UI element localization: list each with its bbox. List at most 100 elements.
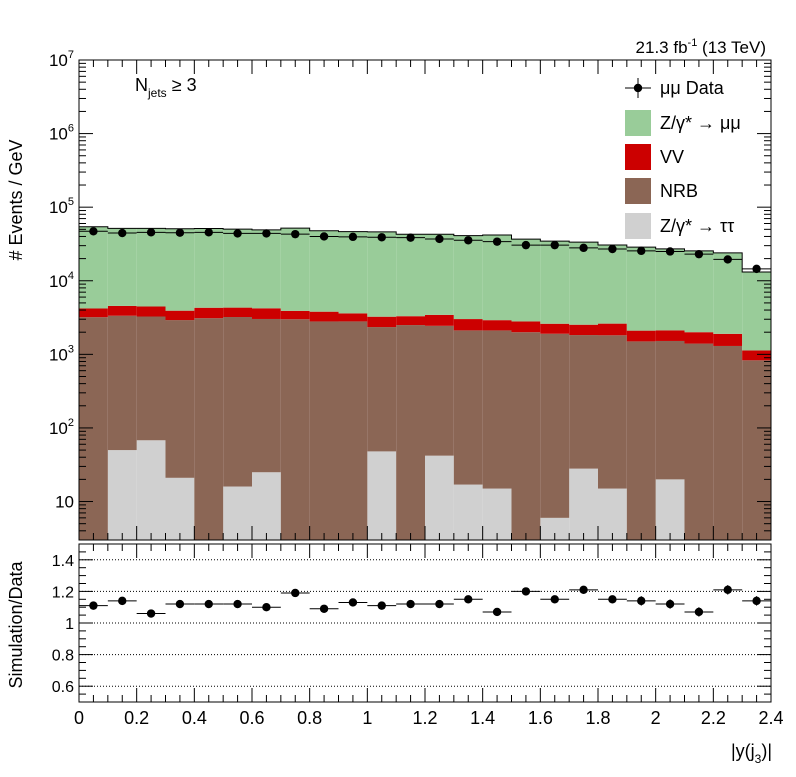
data-point-20 bbox=[665, 247, 675, 256]
ratio-point-18 bbox=[608, 595, 617, 604]
ratio-point-16 bbox=[550, 595, 559, 604]
bar-vv-bin-19 bbox=[626, 330, 656, 342]
bar-vv-bin-16 bbox=[540, 323, 570, 334]
x-tick-label-7: 1.4 bbox=[470, 708, 495, 728]
ratio-y-axis-title: Simulation/Data bbox=[6, 560, 26, 688]
bar-z--bin-4 bbox=[194, 228, 224, 308]
bar-vv-bin-13 bbox=[453, 319, 483, 331]
bar-vv-bin-18 bbox=[598, 323, 627, 336]
bar-z--bin-10 bbox=[367, 451, 397, 540]
bar-z--bin-15 bbox=[511, 239, 541, 322]
top-axis-ticks: 107 106 105 104 103 102 10 bbox=[49, 49, 772, 541]
ratio-y-tick-label-4: 1.4 bbox=[52, 553, 74, 570]
data-point-11 bbox=[406, 233, 415, 242]
bar-z--bin-13 bbox=[453, 235, 483, 320]
ratio-point-1 bbox=[118, 596, 127, 606]
data-point-14 bbox=[492, 237, 502, 246]
bar-nrb-bin-7 bbox=[280, 319, 310, 540]
legend-swatch-4 bbox=[625, 213, 651, 239]
bar-vv-bin-7 bbox=[280, 310, 310, 320]
ratio-panel: 0.6 0.8 1 1.2 1.4 0 0.2 0.4 0.6 0.8 1 1.2 1.4 1.6 1.8 2… bbox=[52, 543, 784, 728]
bar-nrb-bin-20 bbox=[655, 340, 685, 480]
bar-vv-bin-4 bbox=[194, 307, 224, 319]
data-point-13 bbox=[464, 236, 473, 245]
bar-z--bin-2 bbox=[136, 228, 166, 307]
y-tick-label-3: 104 bbox=[49, 270, 74, 291]
bar-z--bin-17 bbox=[569, 468, 598, 540]
bar-vv-bin-22 bbox=[713, 333, 743, 346]
bar-z--bin-7 bbox=[280, 228, 310, 311]
x-tick-label-10: 2 bbox=[651, 708, 661, 728]
data-point-15 bbox=[521, 240, 531, 250]
bar-z--bin-16 bbox=[540, 241, 570, 324]
bar-nrb-bin-3 bbox=[165, 320, 195, 478]
bar-z--bin-16 bbox=[540, 517, 570, 540]
bar-nrb-bin-15 bbox=[511, 332, 541, 540]
legend-label-2: VV bbox=[660, 147, 684, 167]
bar-nrb-bin-19 bbox=[626, 341, 656, 540]
bar-nrb-bin-17 bbox=[569, 335, 598, 469]
x-tick-label-4: 0.8 bbox=[297, 708, 322, 728]
data-point-6 bbox=[262, 229, 271, 238]
data-point-22 bbox=[723, 255, 732, 264]
bar-nrb-bin-1 bbox=[107, 315, 137, 451]
bar-z--bin-2 bbox=[136, 440, 166, 540]
x-tick-label-3: 0.6 bbox=[239, 708, 264, 728]
bar-z--bin-1 bbox=[107, 450, 137, 540]
ratio-point-10 bbox=[377, 601, 386, 610]
bar-z--bin-21 bbox=[684, 250, 714, 333]
y-tick-label-0: 107 bbox=[49, 49, 74, 70]
bar-z--bin-17 bbox=[569, 242, 598, 325]
ratio-gridlines bbox=[79, 559, 771, 687]
bar-nrb-bin-12 bbox=[425, 325, 454, 456]
ratio-point-2 bbox=[146, 609, 156, 618]
ratio-point-19 bbox=[637, 596, 646, 606]
ratio-point-20 bbox=[665, 599, 675, 609]
bar-vv-bin-8 bbox=[309, 311, 339, 322]
bar-vv-bin-21 bbox=[684, 332, 714, 344]
top-y-axis-title: # Events / GeV bbox=[6, 139, 26, 260]
mc-total-outline bbox=[79, 226, 771, 273]
bar-z--bin-6 bbox=[252, 229, 281, 309]
legend-label-3: NRB bbox=[660, 181, 698, 201]
bar-vv-bin-2 bbox=[136, 306, 166, 317]
ratio-point-14 bbox=[492, 607, 502, 617]
ratio-point-22 bbox=[723, 585, 732, 595]
legend-swatch-2 bbox=[625, 144, 651, 170]
bar-nrb-bin-4 bbox=[194, 318, 224, 540]
bar-nrb-bin-18 bbox=[598, 335, 627, 489]
bar-vv-bin-0 bbox=[79, 308, 108, 318]
bar-vv-bin-5 bbox=[223, 307, 252, 318]
y-tick-label-5: 102 bbox=[49, 417, 74, 438]
x-tick-label-9: 1.8 bbox=[585, 708, 610, 728]
bar-z--bin-3 bbox=[165, 228, 195, 311]
data-point-9 bbox=[348, 232, 358, 242]
bar-z--bin-1 bbox=[107, 228, 137, 306]
x-tick-label-0: 0 bbox=[74, 708, 84, 728]
bar-nrb-bin-14 bbox=[482, 330, 512, 489]
x-tick-label-8: 1.6 bbox=[528, 708, 553, 728]
ratio-y-tick-label-3: 1.2 bbox=[52, 584, 74, 601]
data-point-4 bbox=[204, 228, 213, 237]
legend-swatch-1 bbox=[625, 110, 651, 136]
ratio-y-tick-label-1: 0.8 bbox=[52, 648, 74, 665]
bar-vv-bin-6 bbox=[252, 308, 281, 319]
data-point-5 bbox=[233, 229, 242, 238]
bar-nrb-bin-9 bbox=[338, 321, 368, 540]
bar-vv-bin-15 bbox=[511, 321, 541, 333]
data-point-23 bbox=[752, 264, 761, 274]
top-panel: 107 106 105 104 103 102 10 bbox=[49, 49, 772, 541]
ratio-point-4 bbox=[204, 599, 213, 609]
data-point-8 bbox=[319, 232, 329, 241]
x-tick-label-12: 2.4 bbox=[758, 708, 783, 728]
bar-nrb-bin-6 bbox=[252, 318, 281, 473]
data-point-18 bbox=[608, 244, 617, 254]
bar-z--bin-11 bbox=[396, 234, 425, 317]
bar-z--bin-3 bbox=[165, 477, 195, 540]
legend-marker-data bbox=[633, 83, 643, 93]
bar-vv-bin-14 bbox=[482, 320, 512, 331]
top-frame bbox=[78, 59, 772, 541]
bar-vv-bin-9 bbox=[338, 313, 368, 322]
bar-z--bin-12 bbox=[425, 455, 454, 540]
